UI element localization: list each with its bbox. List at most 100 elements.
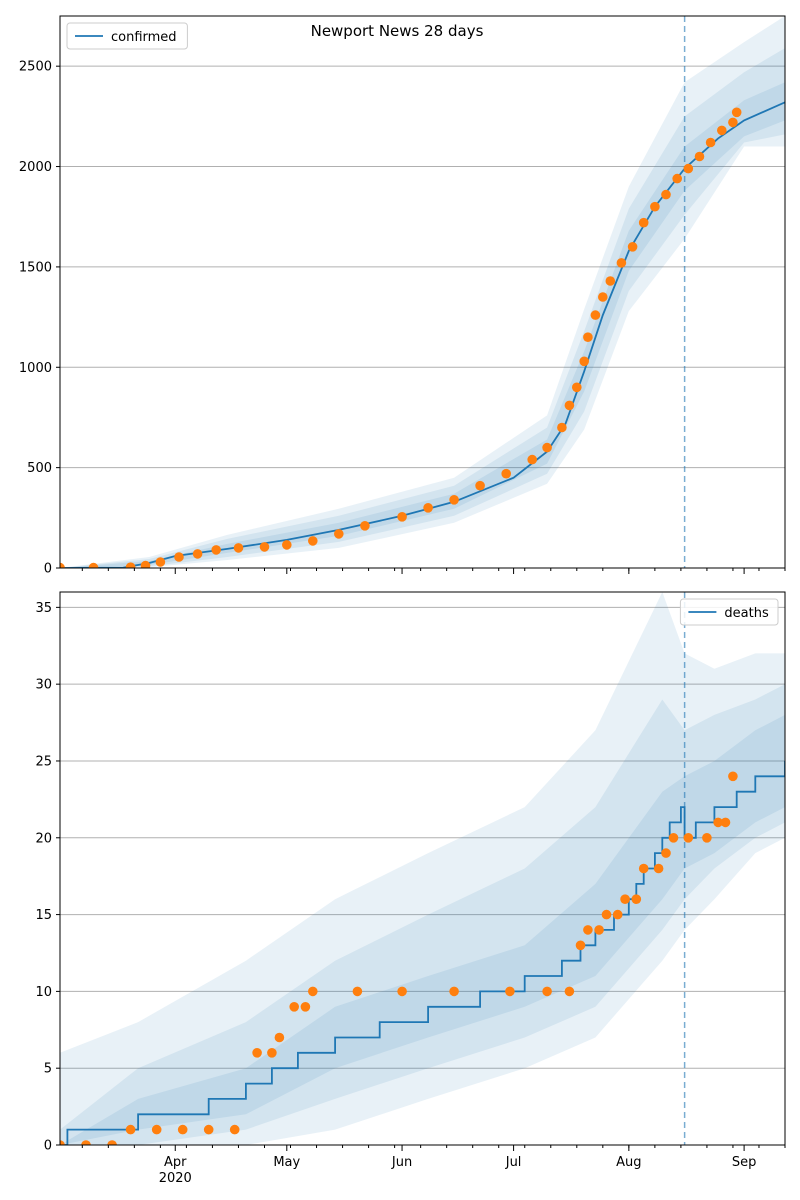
y-tick-label: 5 — [44, 1062, 52, 1077]
observed-point — [151, 1124, 162, 1135]
observed-point — [360, 521, 370, 531]
observed-point — [583, 925, 593, 935]
observed-point — [423, 503, 433, 513]
observed-point — [557, 422, 567, 433]
observed-point — [616, 258, 627, 268]
observed-point — [300, 1002, 311, 1012]
observed-point — [501, 468, 512, 479]
observed-point — [107, 1140, 117, 1145]
x-tick-label: Sep — [732, 1155, 757, 1170]
observed-point — [653, 863, 664, 874]
observed-point — [612, 909, 623, 920]
observed-point — [728, 771, 738, 782]
observed-point — [397, 986, 407, 997]
uncertainty-band-2 — [60, 48, 785, 568]
uncertainty-band-3 — [60, 592, 785, 1145]
uncertainty-band-1 — [60, 82, 785, 568]
y-tick-label: 0 — [44, 1139, 52, 1154]
observed-point — [88, 562, 99, 568]
observed-point — [605, 276, 616, 286]
y-tick-label: 30 — [35, 678, 52, 693]
observed-point — [620, 894, 630, 904]
legend: deaths — [679, 598, 779, 626]
y-tick-label: 15 — [35, 908, 52, 923]
y-tick-label: 10 — [35, 985, 52, 1000]
observed-point — [397, 512, 407, 522]
observed-point — [720, 817, 731, 828]
observed-point — [274, 1032, 285, 1043]
x-tick-label: Jun — [391, 1155, 412, 1170]
observed-point — [211, 545, 221, 555]
observed-point — [583, 332, 593, 343]
observed-point — [590, 310, 601, 320]
observed-point — [505, 986, 515, 997]
observed-point — [81, 1140, 91, 1145]
y-tick-label: 20 — [35, 831, 52, 846]
observed-point — [694, 151, 705, 162]
observed-point — [542, 442, 552, 453]
legend: confirmed — [66, 22, 188, 50]
observed-point — [683, 163, 694, 174]
y-tick-label: 500 — [27, 461, 52, 476]
observed-point — [60, 1140, 65, 1145]
chart-title: Newport News 28 days — [311, 22, 484, 40]
observed-point — [542, 986, 552, 997]
observed-point — [60, 562, 65, 568]
observed-point — [661, 848, 671, 858]
observed-point — [627, 242, 638, 252]
observed-point — [631, 894, 642, 904]
observed-point — [155, 557, 166, 567]
plot-area — [60, 592, 785, 1145]
observed-point — [140, 560, 151, 568]
uncertainty-band-2 — [60, 684, 785, 1145]
observed-point — [233, 543, 244, 553]
observed-point — [728, 117, 738, 128]
x-tick-label: May — [273, 1155, 300, 1170]
observed-point — [717, 125, 727, 136]
observed-point — [252, 1048, 262, 1058]
observed-point — [475, 480, 485, 491]
observed-point — [449, 986, 459, 997]
observed-point — [192, 549, 203, 559]
observed-point — [203, 1124, 214, 1135]
observed-point — [731, 107, 742, 118]
observed-point — [713, 817, 723, 828]
observed-point — [672, 173, 682, 184]
observed-point — [579, 356, 589, 367]
x-tick-year-label: 2020 — [159, 1171, 192, 1186]
x-tick-label: Apr — [164, 1155, 187, 1170]
observed-point — [289, 1002, 300, 1012]
observed-point — [572, 382, 582, 393]
observed-point — [352, 986, 363, 997]
confirmed-panel: 0 500 1000 1500 2000 2500 confirmed — [19, 15, 786, 577]
observed-point — [594, 925, 604, 935]
observed-point — [638, 217, 649, 228]
y-tick-label: 1500 — [19, 260, 52, 275]
plot-area — [60, 16, 785, 568]
x-tick-label: Aug — [616, 1155, 641, 1170]
observed-point — [449, 495, 459, 505]
observed-point — [527, 454, 537, 465]
y-tick-label: 25 — [35, 754, 52, 769]
y-tick-label: 1000 — [19, 361, 52, 376]
observed-point — [259, 542, 270, 552]
y-tick-label: 35 — [35, 601, 52, 616]
legend-label: confirmed — [111, 30, 177, 45]
observed-point — [601, 909, 612, 920]
observed-point — [125, 562, 136, 568]
observed-point — [334, 529, 344, 539]
observed-point — [308, 536, 318, 546]
uncertainty-band-3 — [60, 16, 785, 568]
axes-frame — [59, 15, 786, 569]
observed-point — [683, 833, 694, 843]
observed-point — [177, 1124, 188, 1135]
x-tick-label: Jul — [505, 1155, 522, 1170]
legend-label: deaths — [724, 606, 769, 621]
observed-point — [638, 863, 649, 874]
observed-point — [308, 986, 318, 997]
observed-point — [650, 201, 660, 212]
y-tick-label: 2000 — [19, 160, 52, 175]
legend-box — [679, 598, 779, 626]
